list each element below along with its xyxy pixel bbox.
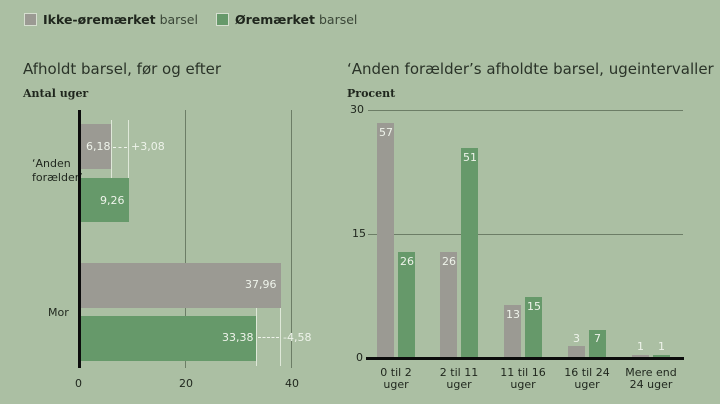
legend-label-light: barsel xyxy=(318,12,358,27)
tick-label: 40 xyxy=(285,377,299,390)
legend-swatch-green xyxy=(215,13,229,26)
bar-24plus-ore xyxy=(653,355,670,358)
diff-arrow-icon xyxy=(258,337,279,338)
bar-16-24-ikke xyxy=(568,346,585,358)
diff-label: +3,08 xyxy=(131,140,165,153)
left-chart-unit: Antal uger xyxy=(23,87,89,100)
category-label: Mere end 24 uger xyxy=(621,367,681,391)
diff-guide xyxy=(111,120,112,178)
legend-label-bold: Ikke-øremærket xyxy=(43,12,156,27)
value-label: 3 xyxy=(573,332,580,345)
bar-anden-ikke-oremaerket xyxy=(80,124,112,169)
value-label: 37,96 xyxy=(245,278,277,291)
bar-11-16-ikke xyxy=(504,305,521,358)
value-label: 6,18 xyxy=(86,140,111,153)
category-label-line: 24 uger xyxy=(629,378,673,391)
value-label: 1 xyxy=(658,340,665,353)
category-label-anden: ‘Anden forælder’ xyxy=(32,157,83,185)
value-label: 26 xyxy=(400,255,414,268)
gridline-20 xyxy=(185,110,186,368)
bar-24plus-ikke xyxy=(632,355,649,358)
legend-label-bold: Øremærket xyxy=(234,12,315,27)
tick-label: 15 xyxy=(352,227,366,240)
diff-guide xyxy=(128,120,129,178)
category-label-line: Mere end xyxy=(625,366,677,379)
value-label: 26 xyxy=(442,255,456,268)
bar-11-16-ore xyxy=(525,297,542,358)
gridline-40 xyxy=(291,110,292,368)
bar-0-2-ikke xyxy=(377,123,394,358)
legend-label-light: barsel xyxy=(159,12,198,27)
value-label: 9,26 xyxy=(100,194,125,207)
category-label-line: 2 til 11 xyxy=(439,366,479,379)
category-label-line: 11 til 16 xyxy=(500,366,546,379)
bar-anden-oremaerket xyxy=(80,178,129,222)
category-label-line: 0 til 2 xyxy=(380,366,412,379)
legend-item-oremaerket: Øremærket barsel xyxy=(215,12,358,27)
category-label-line: uger xyxy=(383,378,409,391)
category-label-line: uger xyxy=(510,378,536,391)
value-label: 33,38 xyxy=(222,331,254,344)
left-axis xyxy=(78,110,81,368)
value-label: 57 xyxy=(379,126,393,139)
bar-2-11-ore xyxy=(461,148,478,358)
category-label-mor: Mor xyxy=(48,306,69,319)
left-chart-title: Afholdt barsel, før og efter xyxy=(23,60,222,78)
right-chart-title: ‘Anden forælder’s afholdte barsel, ugein… xyxy=(347,60,714,78)
gridline-30 xyxy=(368,110,683,111)
diff-guide xyxy=(280,308,281,366)
category-label-line: uger xyxy=(574,378,600,391)
value-label: 1 xyxy=(637,340,644,353)
category-label: 0 til 2 uger xyxy=(366,367,426,391)
bar-0-2-ore xyxy=(398,252,415,358)
legend-swatch-gray xyxy=(24,13,37,26)
bar-mor-oremaerket xyxy=(80,316,257,361)
bar-2-11-ikke xyxy=(440,252,457,358)
legend-item-ikke-oremaerket: Ikke-øremærket barsel xyxy=(24,12,198,27)
category-label: 2 til 11 uger xyxy=(429,367,489,391)
diff-guide xyxy=(256,308,257,366)
category-label: 11 til 16 uger xyxy=(493,367,553,391)
value-label: 7 xyxy=(594,332,601,345)
value-label: 51 xyxy=(463,151,477,164)
right-chart-unit: Procent xyxy=(347,87,396,100)
diff-label: -4,58 xyxy=(283,331,312,344)
right-axis-baseline xyxy=(366,357,684,360)
tick-label: 30 xyxy=(350,103,364,116)
tick-label: 20 xyxy=(179,377,193,390)
tick-label: 0 xyxy=(75,377,82,390)
value-label: 15 xyxy=(527,300,541,313)
category-label: 16 til 24 uger xyxy=(557,367,617,391)
diff-arrow-icon xyxy=(113,147,127,148)
category-label-line: 16 til 24 xyxy=(564,366,610,379)
value-label: 13 xyxy=(506,308,520,321)
category-label-line: ‘Anden xyxy=(32,157,71,170)
category-label-line: forælder’ xyxy=(32,171,83,184)
bar-mor-ikke-oremaerket xyxy=(80,263,281,308)
gridline-15 xyxy=(368,234,683,235)
bar-16-24-ore xyxy=(589,330,606,358)
tick-label: 0 xyxy=(356,351,363,364)
legend: Ikke-øremærket barsel Øremærket barsel xyxy=(24,12,375,27)
category-label-line: uger xyxy=(446,378,472,391)
